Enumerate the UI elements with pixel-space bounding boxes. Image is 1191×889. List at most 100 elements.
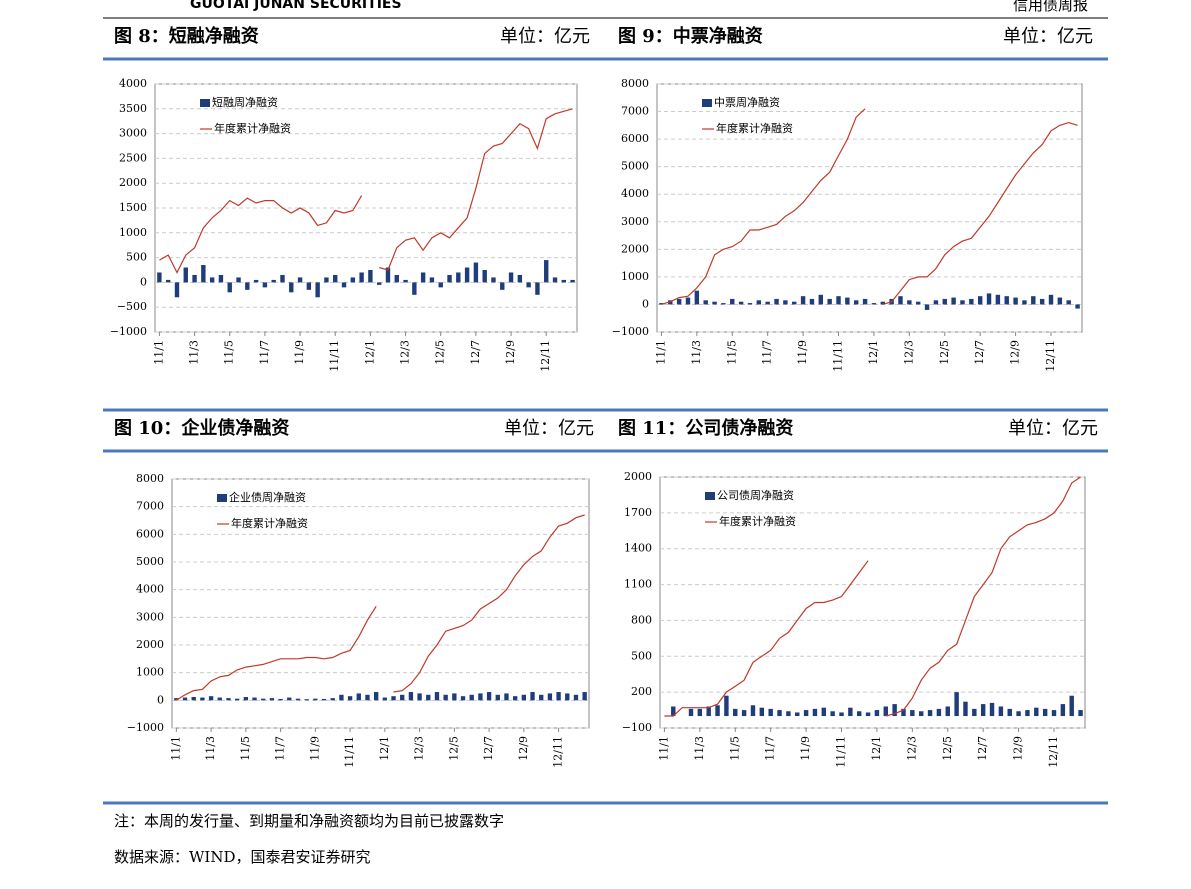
bar [1004,296,1009,305]
bar [783,300,788,305]
y-tick-label: −500 [117,300,147,313]
bar [201,265,206,283]
y-tick-label: 2000 [624,470,652,483]
bar [1013,297,1018,305]
bar [552,277,558,283]
bar [341,282,347,288]
bar [434,692,440,701]
bar [570,279,575,283]
bar [473,262,479,283]
bar [927,710,933,717]
bar [986,293,992,305]
bar [191,697,196,701]
bar [756,300,762,305]
bar [862,298,868,305]
bar [901,708,906,717]
bar [865,712,871,717]
bar [1042,708,1048,717]
bar [1007,708,1012,717]
bar [945,706,950,717]
x-tick-label: 12/1 [378,736,391,761]
bar [400,694,405,701]
bar [697,708,703,717]
bar [800,296,806,305]
plot-frame [171,478,590,729]
bar [391,696,396,701]
bar [426,694,431,701]
bar [1051,710,1057,717]
bar [969,298,974,305]
bar [339,694,344,701]
bar [980,704,986,717]
bar [573,694,579,701]
bar [243,697,249,701]
x-tick-label: 11/11 [835,736,848,768]
legend-label: 年度累计净融资 [214,121,291,135]
bar [412,282,417,295]
bar [365,694,370,701]
x-tick-label: 12/3 [413,736,426,761]
bar [174,698,179,701]
bar [269,698,275,701]
company: GUOTAI JUNAN SECURITIES [190,0,402,12]
bar [848,707,853,717]
x-tick-label: 11/1 [654,340,667,365]
bar [157,272,162,283]
x-tick-label: 12/1 [867,340,880,365]
y-tick-label: 2000 [621,242,649,255]
bar [703,300,708,305]
bar [456,272,461,283]
bar [1039,298,1045,305]
bar [936,708,942,717]
cumulative-line [661,108,1078,305]
x-tick-label: 12/1 [363,340,376,365]
bar [315,282,320,298]
bar [385,267,391,283]
y-tick-label: 3500 [119,102,147,115]
bar [1075,304,1080,309]
x-tick-label: 12/1 [870,736,883,761]
cumulative-line [175,514,585,701]
bar [747,303,753,305]
bar [183,267,188,283]
bar [359,272,364,283]
y-tick-label: 4000 [136,583,164,596]
bar [165,279,171,283]
y-tick-label: 1500 [119,201,147,214]
bar [759,707,765,717]
x-tick-label: 11/9 [293,340,306,365]
y-tick-label: 7000 [621,105,649,118]
bar [500,282,505,290]
x-tick-label: 12/9 [504,340,517,365]
bar [724,695,729,717]
x-tick-label: 11/3 [690,340,703,365]
x-tick-label: 11/1 [657,736,670,761]
x-tick-label: 11/5 [223,340,236,365]
y-tick-label: 5000 [621,160,649,173]
bar [517,274,523,283]
bar [295,698,301,701]
bar [738,301,744,305]
bar [836,296,841,305]
bar [1060,704,1066,717]
bar [892,704,897,717]
bar [812,708,818,717]
bar [818,294,824,305]
bar [924,304,930,310]
x-tick-label: 12/5 [938,340,951,365]
bar [478,693,483,701]
bar [330,698,335,701]
x-tick-label: 11/5 [239,736,252,761]
bar [721,303,726,305]
bar [561,279,567,283]
bar [304,699,309,701]
bar [556,692,561,701]
bar [1031,296,1036,305]
x-tick-label: 12/5 [447,736,460,761]
bar [750,705,756,717]
bar [977,296,983,305]
x-tick-label: 11/3 [693,736,706,761]
bar [685,297,691,305]
unit-label: 单位：亿元 [1003,26,1093,47]
legend-label: 年度累计净融资 [719,514,796,528]
